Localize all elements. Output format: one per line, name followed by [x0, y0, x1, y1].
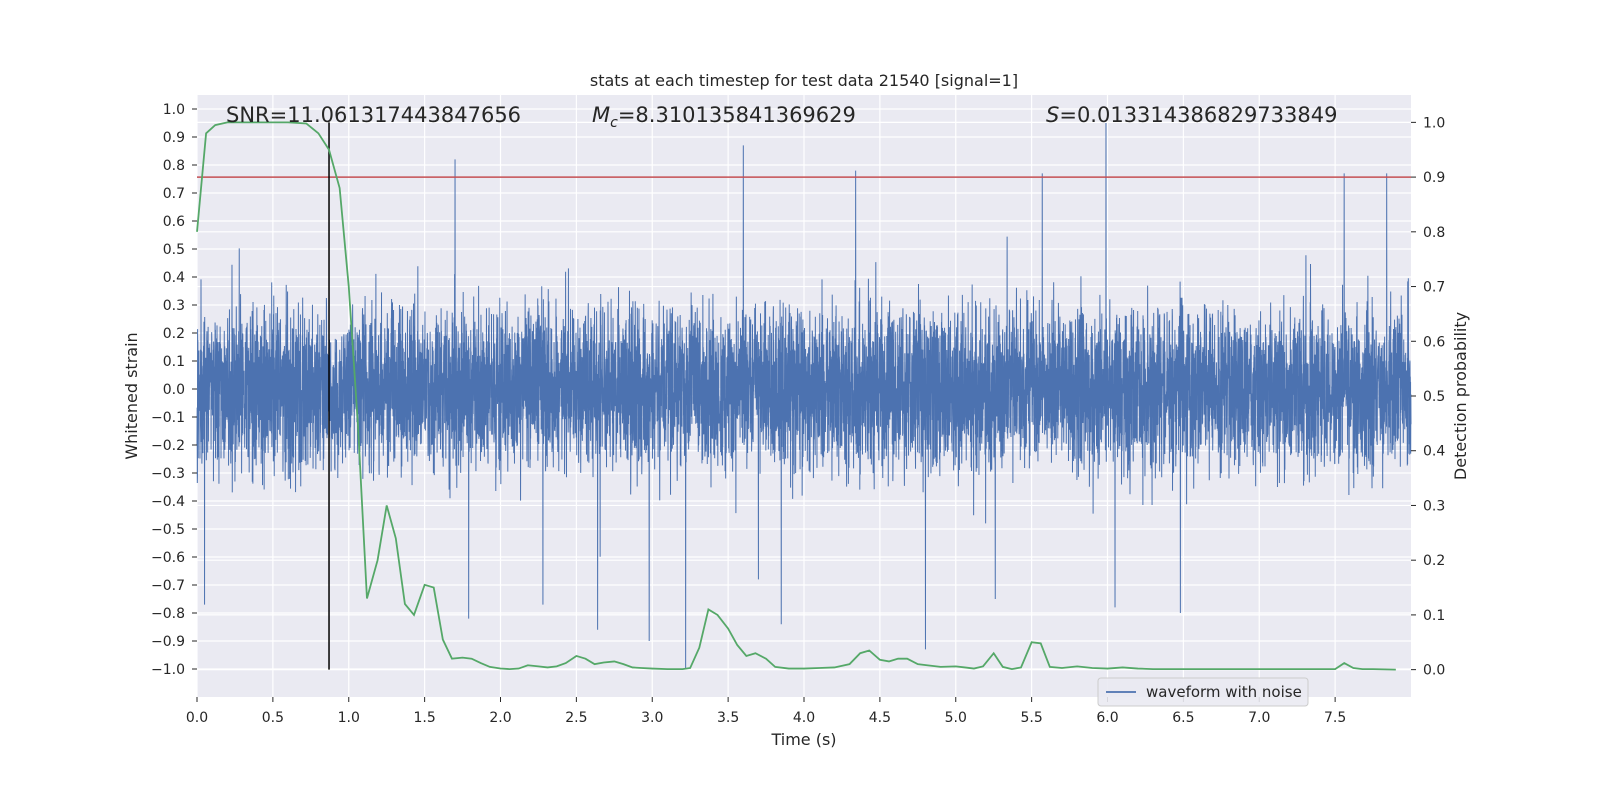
y-left-tick-label-19: −0.9 — [151, 634, 185, 650]
x-tick-label-13: 6.5 — [1172, 710, 1194, 726]
x-tick-label-15: 7.5 — [1324, 710, 1346, 726]
y-right-tick-label-5: 0.5 — [1423, 389, 1445, 405]
legend-box — [1097, 677, 1309, 707]
y-left-tick-label-9: 0.1 — [163, 354, 185, 370]
x-axis-label: Time (s) — [770, 730, 836, 749]
y-right-tick-label-10: 0.0 — [1423, 663, 1445, 679]
y-right-tick-label-0: 1.0 — [1423, 115, 1445, 131]
y-right-axis-ticks: 1.0 0.9 0.8 0.7 0.6 0.5 0.4 0.3 0.2 0.1 0.0 — [1411, 115, 1445, 679]
y-left-tick-label-2: 0.8 — [163, 158, 185, 174]
y-left-tick-label-15: −0.5 — [151, 522, 185, 538]
x-tick-label-4: 2.0 — [489, 710, 511, 726]
x-tick-label-2: 1.0 — [338, 710, 360, 726]
x-tick-label-9: 4.5 — [869, 710, 891, 726]
y-left-tick-label-6: 0.4 — [163, 270, 185, 286]
y-right-tick-label-1: 0.9 — [1423, 170, 1445, 186]
y-left-tick-label-13: −0.3 — [151, 466, 185, 482]
chart-title: stats at each timestep for test data 215… — [590, 71, 1018, 90]
y-left-tick-label-7: 0.3 — [163, 298, 185, 314]
y-left-axis-label: Whitened strain — [122, 332, 141, 459]
chirp-mass-value: =8.310135841369629 — [618, 103, 856, 127]
y-left-tick-label-12: −0.2 — [151, 438, 185, 454]
y-left-tick-label-5: 0.5 — [163, 242, 185, 258]
y-left-axis-ticks: 1.0 0.9 0.8 0.7 0.6 0.5 0.4 0.3 0.2 0.1 0.0 −0.1 −0.… — [151, 102, 197, 678]
y-left-tick-label-8: 0.2 — [163, 326, 185, 342]
y-right-tick-label-3: 0.7 — [1423, 280, 1445, 296]
chirp-mass-subscript: c — [610, 115, 618, 131]
chirp-mass-annotation: Mc=8.310135841369629 — [592, 103, 856, 131]
s-value: =0.013314386829733849 — [1059, 103, 1337, 127]
x-tick-label-10: 5.0 — [945, 710, 967, 726]
chirp-mass-symbol: M — [592, 103, 610, 127]
legend-label: waveform with noise — [1146, 683, 1302, 701]
waveform-series — [196, 122, 1412, 670]
y-left-tick-label-4: 0.6 — [163, 214, 185, 230]
probability-series — [196, 121, 1396, 671]
grid-lines — [196, 95, 1411, 697]
x-axis-ticks: 0.0 0.5 1.0 1.5 2.0 2.5 3.0 3.5 4.0 4.5 5.0 5.5 6.0 6… — [186, 697, 1346, 726]
y-left-tick-label-1: 0.9 — [163, 130, 185, 146]
x-tick-label-3: 1.5 — [413, 710, 435, 726]
y-right-tick-label-7: 0.3 — [1423, 498, 1445, 514]
snr-annotation: SNR=11.061317443847656 — [226, 103, 521, 127]
s-annotation: S=0.013314386829733849 — [1046, 103, 1337, 127]
x-tick-label-5: 2.5 — [565, 710, 587, 726]
s-symbol: S — [1046, 103, 1059, 127]
y-right-tick-label-8: 0.2 — [1423, 553, 1445, 569]
y-left-tick-label-0: 1.0 — [163, 102, 185, 118]
y-left-tick-label-17: −0.7 — [151, 578, 185, 594]
plot-area — [196, 121, 1412, 671]
y-right-tick-label-6: 0.4 — [1423, 444, 1445, 460]
x-tick-label-6: 3.0 — [641, 710, 663, 726]
x-tick-label-1: 0.5 — [262, 710, 284, 726]
y-right-tick-label-2: 0.8 — [1423, 225, 1445, 241]
x-tick-label-0: 0.0 — [186, 710, 208, 726]
y-left-tick-label-16: −0.6 — [151, 550, 185, 566]
x-tick-label-14: 7.0 — [1248, 710, 1270, 726]
x-tick-label-8: 4.0 — [793, 710, 815, 726]
y-right-tick-label-9: 0.1 — [1423, 608, 1445, 624]
y-left-tick-label-3: 0.7 — [163, 186, 185, 202]
y-left-tick-label-14: −0.4 — [151, 494, 185, 510]
x-tick-label-12: 6.0 — [1096, 710, 1118, 726]
x-tick-label-7: 3.5 — [717, 710, 739, 726]
y-left-tick-label-11: −0.1 — [151, 410, 185, 426]
legend: waveform with noise — [1097, 677, 1309, 707]
y-right-tick-label-4: 0.6 — [1423, 334, 1445, 350]
y-left-tick-label-20: −1.0 — [151, 662, 185, 678]
x-tick-label-11: 5.5 — [1020, 710, 1042, 726]
y-left-tick-label-10: 0.0 — [163, 382, 185, 398]
y-right-axis-label: Detection probability — [1451, 312, 1470, 480]
y-left-tick-label-18: −0.8 — [151, 606, 185, 622]
